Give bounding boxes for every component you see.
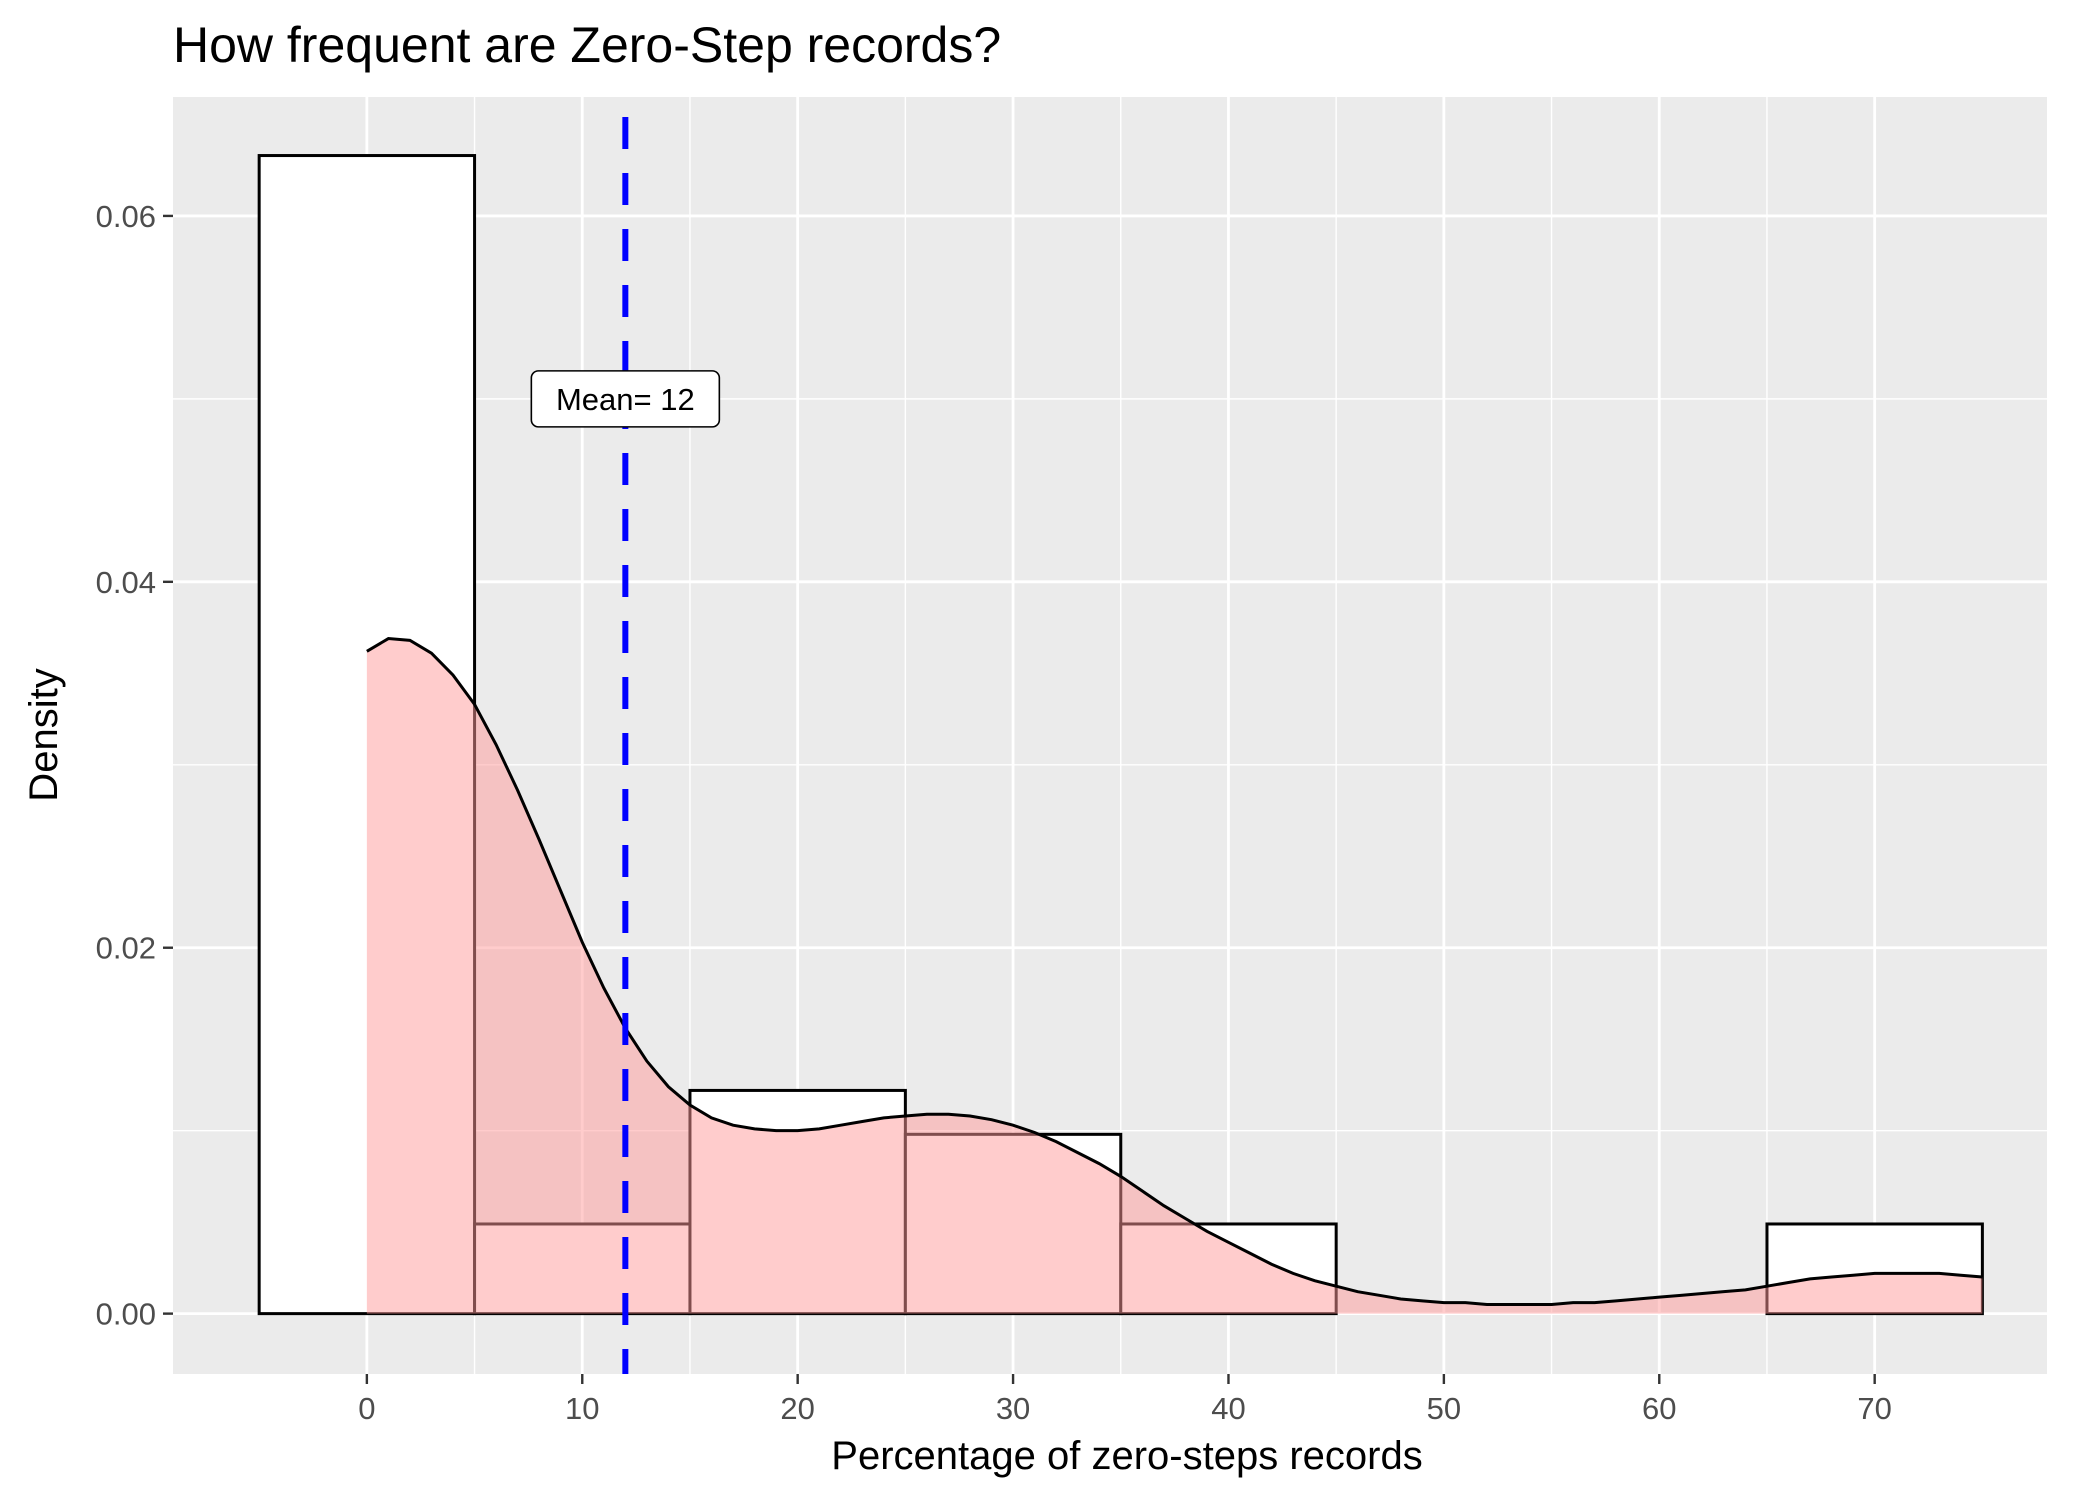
mean-line-group: Mean= 12 bbox=[530, 117, 721, 1374]
x-tick-label: 70 bbox=[1857, 1391, 1891, 1426]
x-axis-title: Percentage of zero-steps records bbox=[831, 1434, 1422, 1478]
y-axis-title: Density bbox=[22, 668, 66, 801]
x-tick-label: 50 bbox=[1427, 1391, 1461, 1426]
density-line bbox=[366, 637, 1983, 1306]
y-tick-label: 0.02 bbox=[96, 931, 156, 966]
mean-label-box bbox=[530, 370, 721, 428]
x-tick-label: 20 bbox=[780, 1391, 814, 1426]
x-axis: 0 10 20 30 40 50 60 70 bbox=[358, 1374, 1892, 1426]
chart-title: How frequent are Zero-Step records? bbox=[173, 17, 1001, 73]
x-tick-label: 60 bbox=[1642, 1391, 1676, 1426]
y-tick-label: 0.06 bbox=[96, 199, 156, 234]
x-tick-label: 10 bbox=[565, 1391, 599, 1426]
y-axis: 0.00 0.02 0.04 0.06 bbox=[96, 199, 173, 1332]
x-tick-label: 0 bbox=[358, 1391, 375, 1426]
mean-label: Mean= 12 bbox=[556, 382, 695, 417]
x-tick-label: 30 bbox=[996, 1391, 1030, 1426]
y-tick-label: 0.04 bbox=[96, 565, 156, 600]
y-tick-label: 0.00 bbox=[96, 1297, 156, 1332]
density-curve-group bbox=[366, 637, 1983, 1314]
x-tick-label: 40 bbox=[1211, 1391, 1245, 1426]
density-area bbox=[366, 638, 1983, 1314]
